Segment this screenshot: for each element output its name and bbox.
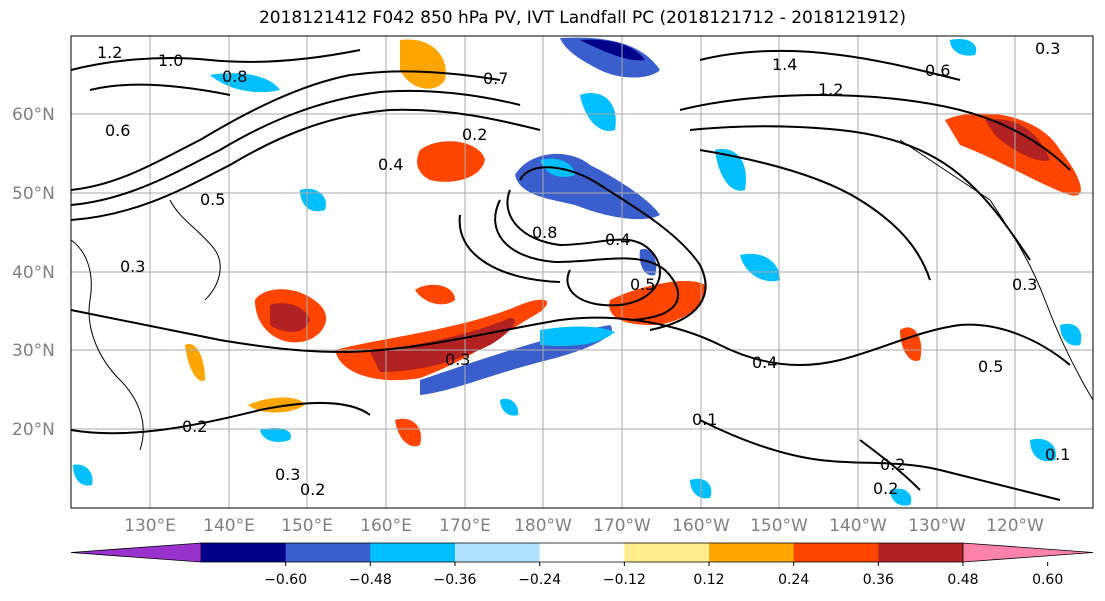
colorbar-tick-label: −0.48 [349,572,392,588]
contour-label: 0.8 [532,223,557,242]
contour-label: 0.1 [1045,445,1070,464]
contour-label: 1.2 [97,43,122,62]
contour-label: 0.8 [222,67,247,86]
contour-label: 0.3 [120,257,145,276]
lat-label: 50°N [12,184,55,204]
colorbar-extend-low [70,542,202,563]
contour-label: 0.2 [462,125,487,144]
graticule [71,36,1093,508]
lon-label: 160°E [360,516,412,536]
colorbar-segment [539,543,625,562]
colorbar-segment [709,543,795,562]
contour-label: 0.2 [873,479,898,498]
lat-label: 60°N [12,105,55,125]
contour-label: 0.4 [752,353,777,372]
coastlines [70,139,1094,451]
contour-label: 0.3 [275,465,300,484]
contour-label: 0.6 [105,121,130,140]
pv-shading [73,37,1082,506]
lon-label: 120°W [986,516,1044,536]
colorbar-tick-label: −0.60 [264,572,307,588]
colorbar-tick-label: −0.36 [434,572,477,588]
lon-label: 130°W [908,516,966,536]
colorbar-tick-label: 0.36 [863,572,894,588]
contour-label: 0.5 [978,357,1003,376]
lon-labels: 130°E 140°E 150°E 160°E 170°E 180°W 170°… [124,516,1044,536]
contour-label: 0.2 [300,480,325,499]
contour-label: 0.3 [1035,39,1060,58]
contour-label: 0.7 [483,69,508,88]
map-title: 2018121412 F042 850 hPa PV, IVT Landfall… [258,8,906,28]
lon-label: 140°W [829,516,887,536]
lon-label: 170°W [593,516,651,536]
contour-label: 0.3 [445,350,470,369]
contour-label: 0.2 [880,455,905,474]
contour-label: 0.3 [1012,275,1037,294]
colorbar-segment [624,543,710,562]
colorbar-segment [201,543,287,562]
lon-label: 170°E [439,516,491,536]
contour-label: 0.4 [378,155,403,174]
lon-label: 130°E [124,516,176,536]
lon-label: 150°W [750,516,808,536]
colorbar-tick-label: 0.24 [778,572,809,588]
contour-label: 0.4 [605,230,630,249]
lon-label: 150°E [281,516,333,536]
colorbar-segment [455,543,541,562]
colorbar-border [201,542,963,563]
pv-contours [70,49,1071,501]
colorbar: −0.60 −0.48 −0.36 −0.24 −0.12 0.12 0.24 0.36 0.4… [70,542,1094,588]
contour-labels: 1.2 1.0 0.8 0.6 0.7 1.4 1.2 0.3 0.6 0.2 … [97,39,1070,499]
colorbar-tick-label: −0.12 [603,572,646,588]
colorbar-tick-label: 0.60 [1032,572,1063,588]
contour-label: 0.5 [630,275,655,294]
colorbar-tick-label: −0.24 [518,572,561,588]
lat-label: 40°N [12,263,55,283]
map-border [70,35,1094,509]
colorbar-segment [285,543,371,562]
lat-label: 30°N [12,341,55,361]
colorbar-extend-high [962,542,1094,563]
colorbar-tick-label: 0.12 [693,572,724,588]
lon-label: 160°W [672,516,730,536]
lon-label: 180°W [514,516,572,536]
contour-label: 0.6 [925,61,950,80]
colorbar-segment [878,543,964,562]
lon-label: 140°E [203,516,255,536]
contour-label: 0.5 [200,190,225,209]
colorbar-segment [370,543,456,562]
contour-label: 1.0 [158,51,183,70]
lat-label: 20°N [12,420,55,440]
colorbar-segment [793,543,879,562]
contour-label: 1.4 [772,55,797,74]
contour-label: 0.2 [182,417,207,436]
lat-labels: 60°N 50°N 40°N 30°N 20°N [12,105,55,440]
contour-label: 0.1 [692,410,717,429]
colorbar-tick-label: 0.48 [947,572,978,588]
contour-label: 1.2 [818,80,843,99]
